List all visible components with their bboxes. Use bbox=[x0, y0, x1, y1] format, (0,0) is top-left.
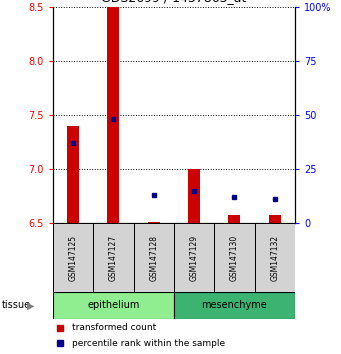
Text: GSM147125: GSM147125 bbox=[69, 234, 77, 281]
Text: GSM147128: GSM147128 bbox=[149, 235, 158, 280]
Bar bbox=[174, 223, 214, 292]
Text: GSM147129: GSM147129 bbox=[190, 234, 198, 281]
Text: GSM147127: GSM147127 bbox=[109, 234, 118, 281]
Bar bbox=[107, 7, 119, 223]
Text: percentile rank within the sample: percentile rank within the sample bbox=[72, 339, 225, 348]
Bar bbox=[134, 223, 174, 292]
Bar bbox=[269, 216, 281, 223]
Bar bbox=[228, 216, 240, 223]
Bar bbox=[148, 222, 160, 223]
Bar bbox=[93, 223, 134, 292]
Bar bbox=[174, 292, 295, 319]
Text: mesenchyme: mesenchyme bbox=[202, 300, 267, 310]
Bar bbox=[67, 126, 79, 223]
Text: GSM147130: GSM147130 bbox=[230, 234, 239, 281]
Text: ▶: ▶ bbox=[27, 300, 34, 310]
Text: tissue: tissue bbox=[2, 300, 31, 310]
Title: GDS2699 / 1437863_at: GDS2699 / 1437863_at bbox=[101, 0, 247, 5]
Bar bbox=[214, 223, 255, 292]
Bar bbox=[53, 223, 93, 292]
Bar bbox=[53, 292, 174, 319]
Bar bbox=[255, 223, 295, 292]
Bar bbox=[188, 169, 200, 223]
Text: GSM147132: GSM147132 bbox=[270, 234, 279, 281]
Text: epithelium: epithelium bbox=[87, 300, 139, 310]
Text: transformed count: transformed count bbox=[72, 323, 157, 332]
